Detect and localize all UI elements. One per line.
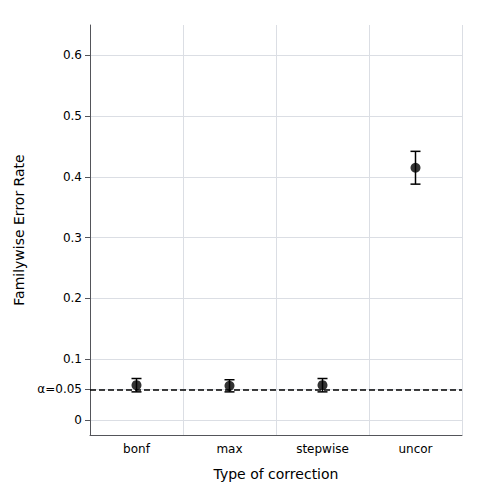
svg-text:0.2: 0.2 bbox=[63, 291, 82, 305]
svg-text:0.3: 0.3 bbox=[63, 231, 82, 245]
svg-text:α=0.05: α=0.05 bbox=[37, 382, 82, 396]
svg-text:0.6: 0.6 bbox=[63, 48, 82, 62]
svg-text:Familywise Error Rate: Familywise Error Rate bbox=[11, 154, 27, 305]
svg-text:uncor: uncor bbox=[398, 442, 432, 456]
svg-text:Type of correction: Type of correction bbox=[213, 466, 339, 482]
svg-text:0.1: 0.1 bbox=[63, 352, 82, 366]
svg-text:0.5: 0.5 bbox=[63, 109, 82, 123]
svg-text:stepwise: stepwise bbox=[296, 442, 349, 456]
svg-text:max: max bbox=[216, 442, 242, 456]
svg-text:0: 0 bbox=[74, 413, 82, 427]
svg-text:bonf: bonf bbox=[123, 442, 151, 456]
svg-text:0.4: 0.4 bbox=[63, 170, 82, 184]
